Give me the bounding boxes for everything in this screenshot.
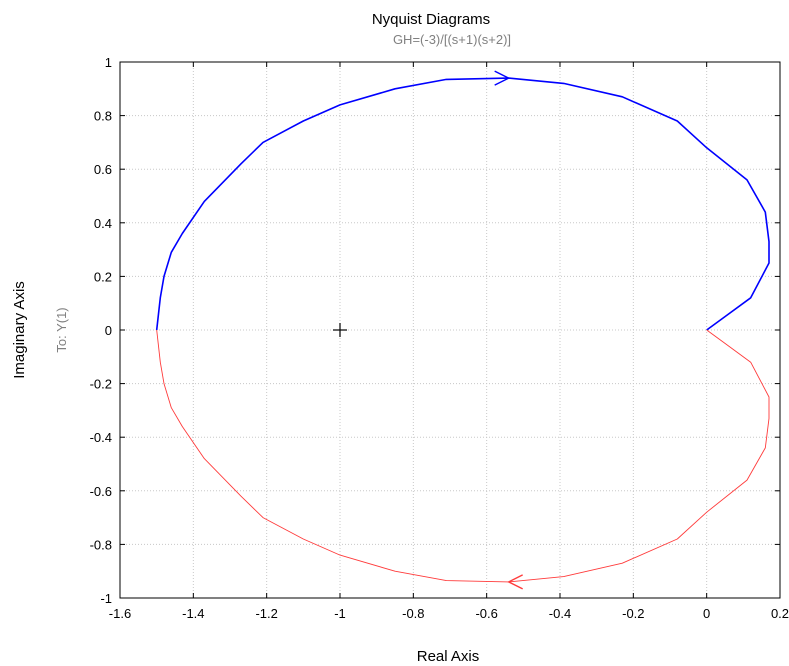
nyquist-curve-negative-frequency	[156, 329, 770, 583]
y-tick-label: 0.6	[94, 162, 112, 177]
marker-layer	[333, 70, 523, 590]
x-tick-label: -0.2	[622, 606, 644, 621]
x-tick-label: -1	[334, 606, 346, 621]
direction-arrow-left	[507, 574, 523, 590]
y-tick-label: 0	[105, 323, 112, 338]
tick-layer: -1.6 -1.4 -1.2 -1 -0.8 -0.6 -0.4 -0.2 0 0.2 -1 -0.8…	[90, 55, 789, 621]
y-tick-label: -0.8	[90, 537, 112, 552]
y-tick-label: -1	[100, 591, 112, 606]
y-tick-label: -0.2	[90, 377, 112, 392]
grid	[120, 62, 780, 598]
y-tick-label: 0.4	[94, 216, 112, 231]
y-axis-label: Imaginary Axis	[11, 281, 28, 379]
x-tick-label: -1.4	[182, 606, 204, 621]
x-tick-label: 0.2	[771, 606, 789, 621]
y-tick-label: -0.6	[90, 484, 112, 499]
y-tick-label: 0.8	[94, 109, 112, 124]
x-tick-label: -0.6	[475, 606, 497, 621]
series-layer	[155, 77, 770, 583]
direction-arrow-right	[494, 70, 511, 86]
chart-title: Nyquist Diagrams	[372, 11, 490, 28]
x-tick-label: -0.8	[402, 606, 424, 621]
nyquist-curve-positive-frequency	[155, 77, 770, 331]
y-tick-label: 0.2	[94, 269, 112, 284]
x-tick-label: -0.4	[549, 606, 571, 621]
y-tick-label: 1	[105, 55, 112, 70]
output-channel-label: To: Y(1)	[54, 307, 69, 352]
chart-subtitle: GH=(-3)/[(s+1)(s+2)]	[393, 32, 511, 47]
x-tick-label: -1.6	[109, 606, 131, 621]
x-axis-label: Real Axis	[417, 648, 480, 665]
x-tick-label: 0	[703, 606, 710, 621]
x-tick-label: -1.2	[255, 606, 277, 621]
y-tick-label: -0.4	[90, 430, 112, 445]
